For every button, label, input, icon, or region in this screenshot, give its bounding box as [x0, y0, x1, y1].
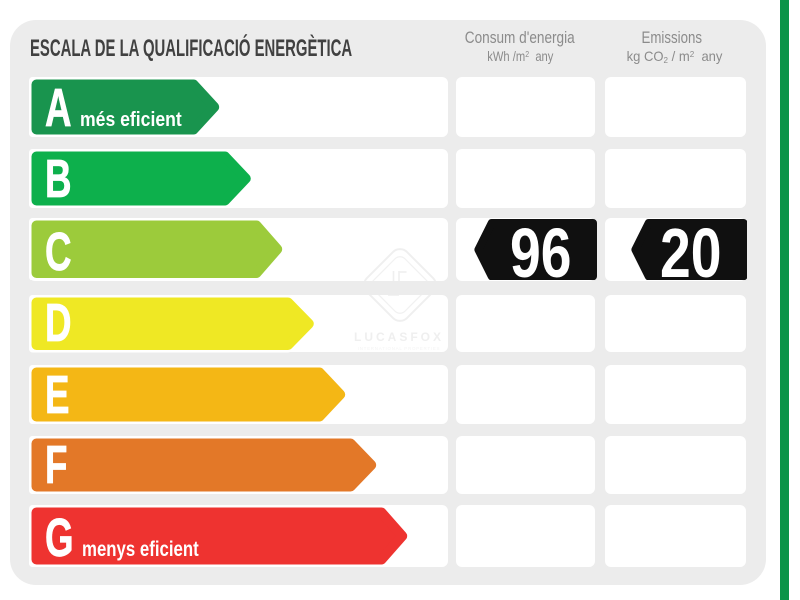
svg-text:INTERNATIONAL PROPERTIES: INTERNATIONAL PROPERTIES: [358, 346, 440, 351]
svg-text:LUCASFOX: LUCASFOX: [354, 330, 444, 344]
